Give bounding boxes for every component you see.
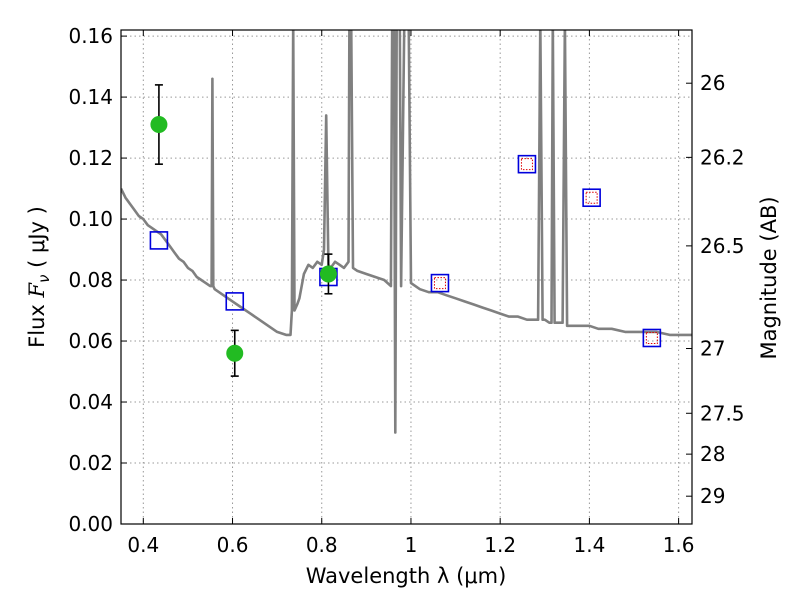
magnitude-tick-label: 26 bbox=[700, 71, 725, 95]
axes-frame bbox=[120, 29, 693, 525]
y-axis-label-subscript: ν bbox=[35, 275, 53, 283]
y-tick-label: 0.00 bbox=[68, 512, 113, 536]
x-tick-label: 1.4 bbox=[573, 533, 605, 557]
magnitude-tick-label: 27 bbox=[700, 337, 725, 361]
x-tick-label: 0.8 bbox=[306, 533, 338, 557]
y-axis-label: Flux Fν ( μJy ) bbox=[25, 206, 53, 348]
y-tick-label: 0.14 bbox=[68, 85, 113, 109]
y-tick-label: 0.16 bbox=[68, 24, 113, 48]
y-axis-label-variable: F bbox=[25, 282, 49, 299]
model-square bbox=[225, 292, 245, 311]
model-square bbox=[430, 273, 450, 293]
x-tick-label: 0.4 bbox=[127, 533, 159, 557]
x-tick-label: 1.6 bbox=[663, 533, 695, 557]
observed-point bbox=[226, 344, 244, 362]
magnitude-tick-label: 26.5 bbox=[700, 234, 745, 258]
y-tick-label: 0.06 bbox=[68, 329, 113, 353]
x-tick-label: 0.6 bbox=[217, 533, 249, 557]
x-tick-label: 1.2 bbox=[484, 533, 516, 557]
model-square bbox=[642, 328, 662, 348]
axes bbox=[120, 29, 693, 525]
y-axis-ticks: 0.00 0.02 0.04 0.06 0.08 0.10 0.12 0.14 0.16 bbox=[68, 24, 127, 536]
y-tick-label: 0.10 bbox=[68, 207, 113, 231]
magnitude-axis-ticks: 26 26.2 26.5 27 27.5 28 29 bbox=[686, 71, 745, 508]
model-spectrum bbox=[121, 30, 692, 434]
spectrum-line bbox=[121, 30, 692, 434]
observed-point bbox=[319, 265, 337, 283]
observed-point bbox=[150, 116, 168, 134]
model-square bbox=[517, 154, 537, 174]
magnitude-tick-label: 28 bbox=[700, 442, 725, 466]
magnitude-tick-label: 26.2 bbox=[700, 145, 745, 169]
y-tick-label: 0.08 bbox=[68, 268, 113, 292]
model-square-inner bbox=[520, 158, 533, 171]
magnitude-tick-label: 27.5 bbox=[700, 401, 745, 425]
model-square-inner bbox=[645, 331, 658, 344]
y-tick-label: 0.04 bbox=[68, 390, 113, 414]
model-square-inner bbox=[585, 191, 598, 204]
y-tick-label: 0.12 bbox=[68, 146, 113, 170]
observed-photometry bbox=[150, 84, 337, 377]
y-tick-label: 0.02 bbox=[68, 451, 113, 475]
model-square bbox=[582, 188, 601, 208]
model-square-inner bbox=[433, 277, 446, 290]
y-axis-label-prefix: Flux bbox=[25, 298, 49, 348]
x-tick-label: 1 bbox=[405, 533, 418, 557]
magnitude-tick-label: 29 bbox=[700, 484, 725, 508]
y-axis-label-unit: ( μJy ) bbox=[25, 206, 49, 274]
x-axis-ticks: 0.4 0.6 0.8 1 1.2 1.4 1.6 bbox=[127, 30, 695, 557]
model-square bbox=[149, 231, 169, 250]
magnitude-axis-label: Magnitude (AB) bbox=[757, 196, 781, 359]
x-axis-label: Wavelength λ (μm) bbox=[306, 564, 507, 588]
